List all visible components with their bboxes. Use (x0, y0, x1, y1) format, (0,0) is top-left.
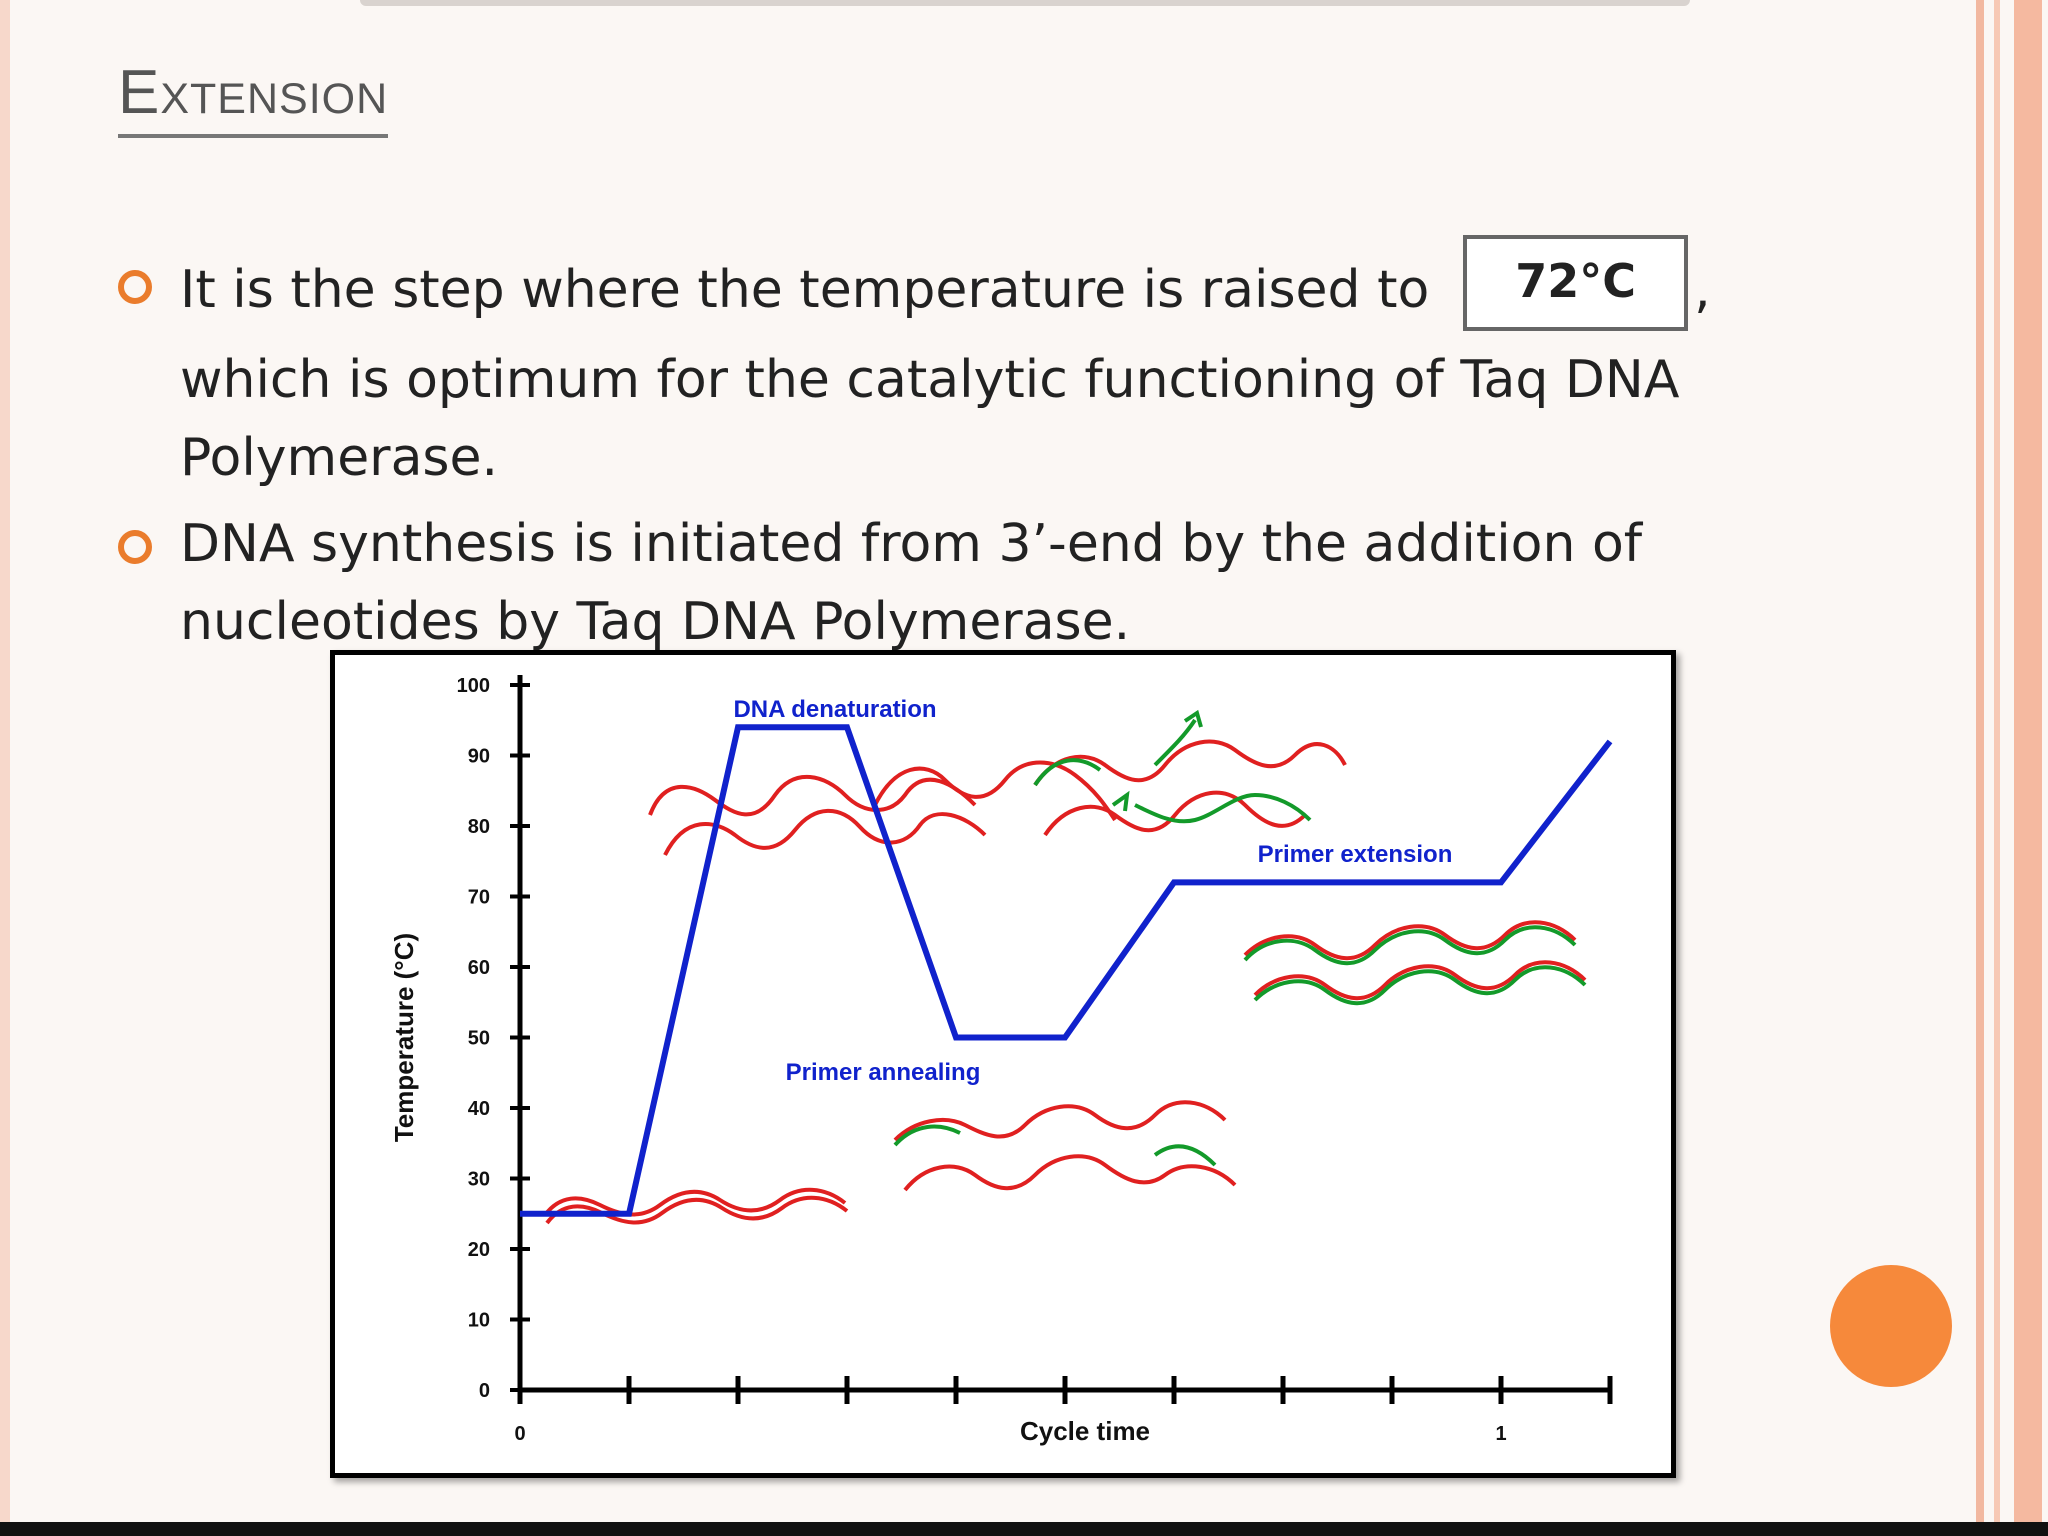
y-tick-label: 0 (479, 1380, 490, 1402)
accent-dot (1830, 1265, 1952, 1387)
slide-title: Extension (118, 58, 389, 138)
bullet-item: DNA synthesis is initiated from 3’-end b… (118, 505, 1858, 661)
bullet-list: It is the step where the temperature is … (118, 235, 1858, 669)
bullet-text-before: It is the step where the temperature is … (180, 260, 1430, 320)
y-tick-label: 100 (457, 675, 490, 697)
annotation-label: Primer extension (1258, 841, 1453, 868)
bullet-text: DNA synthesis is initiated from 3’-end b… (180, 514, 1643, 652)
pcr-temperature-chart: 0 10 20 30 40 50 60 70 80 90 100 0 1 Cycle time Temper… (330, 650, 1676, 1478)
dna-strand-illustration (648, 775, 977, 817)
dna-strand-illustration (893, 1124, 961, 1147)
dna-strand-illustration (1253, 960, 1587, 1001)
temperature-curve (520, 724, 1613, 1217)
right-border-decoration (1958, 0, 2048, 1536)
y-tick-label: 20 (468, 1239, 490, 1261)
dna-strand-illustration (1043, 790, 1307, 837)
y-axis-label: Temperature (°C) (389, 933, 419, 1142)
dna-strand-illustration (1153, 1144, 1217, 1167)
top-shadow (360, 0, 1690, 6)
dna-strand-illustration (1243, 920, 1577, 961)
bullet-item: It is the step where the temperature is … (118, 235, 1858, 497)
dna-strand-illustration (1253, 965, 1587, 1006)
dna-strand-illustrations (543, 709, 1587, 1225)
temperature-box: 72°C (1463, 235, 1689, 331)
dna-strand-illustration (545, 1195, 849, 1225)
x-tick-label: 1 (1495, 1423, 1506, 1445)
annotation-label: Primer annealing (786, 1059, 981, 1086)
dna-strand-illustration (1243, 925, 1577, 966)
dna-strand-illustration (903, 1154, 1237, 1192)
x-tick-label: 0 (514, 1423, 525, 1445)
y-tick-label: 80 (468, 816, 490, 838)
dna-strand-illustration (1153, 718, 1197, 767)
y-tick-label: 30 (468, 1169, 490, 1191)
dna-strand-illustration (543, 1187, 847, 1217)
dna-strand-illustration (1134, 792, 1312, 824)
dna-strand-illustration (1183, 709, 1203, 728)
y-tick-label: 60 (468, 957, 490, 979)
y-tick-label: 50 (468, 1028, 490, 1050)
y-tick-label: 10 (468, 1310, 490, 1332)
dna-strand-illustration (1111, 790, 1130, 812)
dna-strand-illustration (663, 808, 987, 856)
dna-strand-illustration (893, 1100, 1227, 1142)
dna-strand-illustration (873, 760, 1117, 822)
y-tick-label: 70 (468, 887, 490, 909)
left-edge-decoration (0, 0, 10, 1536)
x-axis-label: Cycle time (1020, 1416, 1150, 1446)
chart-svg: 0 10 20 30 40 50 60 70 80 90 100 0 1 Cycle time Temper… (389, 675, 1613, 1446)
bullet-marker-icon (118, 270, 152, 304)
bullet-marker-icon (118, 530, 152, 564)
y-tick-label: 40 (468, 1098, 490, 1120)
dna-strand-illustration (1033, 739, 1347, 787)
y-tick-label: 90 (468, 746, 490, 768)
bullet-text-after: , which is optimum for the catalytic fun… (180, 260, 1711, 488)
annotation-label: DNA denaturation (733, 696, 936, 723)
dna-strand-illustration (1033, 758, 1102, 787)
bottom-bar (0, 1522, 2048, 1536)
